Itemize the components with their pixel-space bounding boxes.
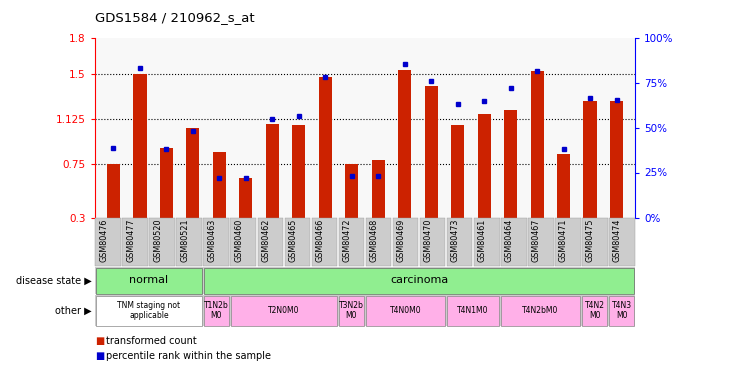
- Bar: [372, 160, 385, 218]
- Bar: [345, 164, 358, 218]
- Bar: [451, 125, 464, 218]
- Bar: [610, 101, 623, 217]
- Text: GSM80460: GSM80460: [234, 218, 244, 261]
- Text: GSM80520: GSM80520: [153, 218, 163, 262]
- Text: ■: ■: [95, 351, 104, 361]
- Text: GSM80465: GSM80465: [288, 218, 298, 262]
- Bar: [583, 101, 596, 217]
- Text: GSM80472: GSM80472: [342, 218, 352, 262]
- Bar: [212, 152, 226, 217]
- Text: GSM80475: GSM80475: [585, 218, 594, 262]
- Text: GSM80468: GSM80468: [369, 218, 378, 261]
- Text: T1N2b
M0: T1N2b M0: [204, 301, 228, 320]
- Text: T4N1M0: T4N1M0: [457, 306, 489, 315]
- Text: T4N2bM0: T4N2bM0: [523, 306, 558, 315]
- Bar: [107, 164, 120, 218]
- Text: GSM80463: GSM80463: [207, 218, 216, 261]
- Bar: [477, 114, 491, 218]
- Text: GSM80467: GSM80467: [531, 218, 540, 262]
- Bar: [266, 124, 279, 218]
- Text: GSM80466: GSM80466: [315, 218, 324, 261]
- Bar: [557, 154, 570, 218]
- Text: GSM80462: GSM80462: [261, 218, 270, 262]
- Text: T2N0M0: T2N0M0: [268, 306, 300, 315]
- Bar: [292, 125, 305, 218]
- Text: ■: ■: [95, 336, 104, 346]
- Text: T4N0M0: T4N0M0: [390, 306, 421, 315]
- Text: GSM80477: GSM80477: [126, 218, 136, 262]
- Text: T4N2
M0: T4N2 M0: [585, 301, 604, 320]
- Text: TNM staging not
applicable: TNM staging not applicable: [118, 301, 180, 320]
- Text: disease state ▶: disease state ▶: [15, 275, 91, 285]
- Bar: [319, 77, 332, 218]
- Text: GSM80461: GSM80461: [477, 218, 486, 261]
- Bar: [186, 128, 199, 218]
- Text: GSM80474: GSM80474: [612, 218, 621, 262]
- Text: other ▶: other ▶: [55, 305, 91, 315]
- Text: GSM80521: GSM80521: [180, 218, 190, 262]
- Bar: [531, 71, 544, 217]
- Text: GDS1584 / 210962_s_at: GDS1584 / 210962_s_at: [95, 11, 255, 24]
- Text: GSM80470: GSM80470: [423, 218, 432, 262]
- Bar: [425, 86, 438, 218]
- Text: T3N2b
M0: T3N2b M0: [339, 301, 364, 320]
- Bar: [160, 148, 173, 217]
- Text: transformed count: transformed count: [106, 336, 196, 346]
- Text: GSM80476: GSM80476: [99, 218, 108, 262]
- Text: percentile rank within the sample: percentile rank within the sample: [106, 351, 271, 361]
- Bar: [504, 110, 518, 218]
- Text: GSM80471: GSM80471: [558, 218, 567, 262]
- Bar: [134, 74, 147, 217]
- Text: normal: normal: [129, 275, 169, 285]
- Text: GSM80469: GSM80469: [396, 218, 406, 262]
- Text: T4N3
M0: T4N3 M0: [612, 301, 631, 320]
- Text: carcinoma: carcinoma: [390, 275, 448, 285]
- Bar: [239, 178, 253, 218]
- Bar: [398, 70, 411, 217]
- Text: GSM80464: GSM80464: [504, 218, 514, 261]
- Text: GSM80473: GSM80473: [450, 218, 460, 262]
